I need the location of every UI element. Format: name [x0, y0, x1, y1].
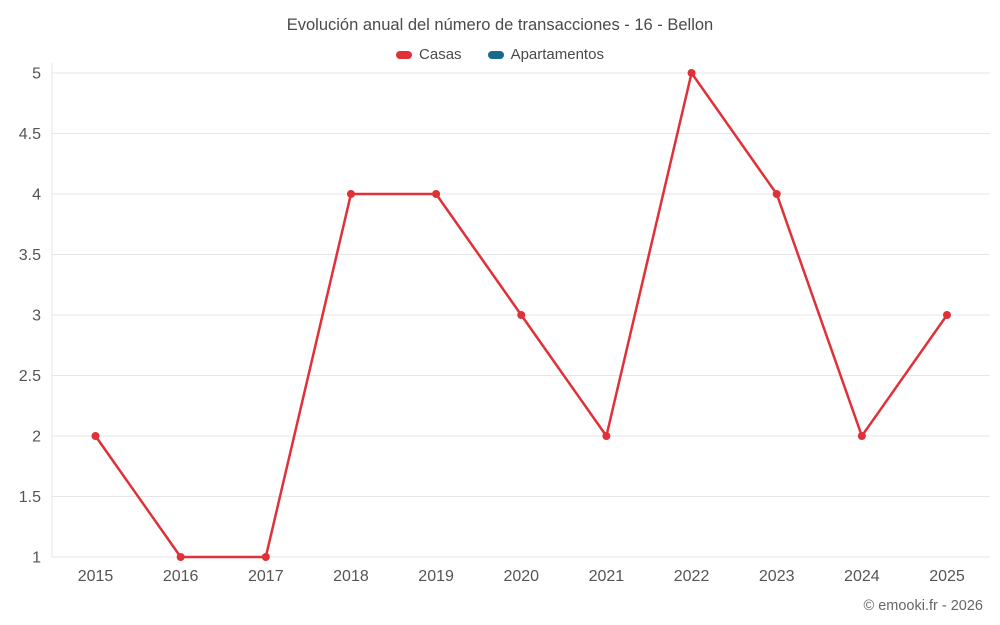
- series-marker-casas[interactable]: [857, 432, 866, 440]
- series-marker-casas[interactable]: [261, 553, 270, 561]
- y-tick-label: 4: [32, 187, 41, 204]
- y-tick-label: 1: [32, 550, 41, 567]
- series-marker-casas[interactable]: [517, 311, 526, 319]
- x-tick-label: 2019: [418, 568, 454, 585]
- series-marker-casas[interactable]: [176, 553, 185, 561]
- x-tick-label: 2025: [929, 568, 965, 585]
- legend-label: Apartamentos: [510, 46, 604, 63]
- legend-swatch: [396, 50, 413, 59]
- x-tick-label: 2017: [248, 568, 284, 585]
- series-marker-casas[interactable]: [772, 190, 781, 198]
- legend-swatch: [487, 50, 504, 59]
- x-tick-label: 2022: [674, 568, 710, 585]
- y-tick-label: 2.5: [19, 368, 41, 385]
- x-tick-label: 2018: [333, 568, 369, 585]
- x-tick-label: 2024: [844, 568, 880, 585]
- y-tick-label: 1.5: [19, 489, 41, 506]
- chart-credit: © emooki.fr - 2026: [863, 598, 983, 614]
- series-marker-casas[interactable]: [602, 432, 611, 440]
- y-tick-label: 2: [32, 429, 41, 446]
- series-marker-casas[interactable]: [346, 190, 355, 198]
- legend-item-apartamentos[interactable]: Apartamentos: [487, 46, 604, 63]
- y-tick-label: 4.5: [19, 126, 41, 143]
- series-marker-casas[interactable]: [943, 311, 951, 319]
- chart-legend: Casas Apartamentos: [0, 46, 1000, 63]
- x-tick-label: 2023: [759, 568, 795, 585]
- y-tick-label: 3: [32, 308, 41, 325]
- x-tick-label: 2020: [503, 568, 539, 585]
- x-tick-label: 2016: [163, 568, 199, 585]
- legend-label: Casas: [419, 46, 462, 63]
- chart-title: Evolución anual del número de transaccio…: [286, 16, 714, 34]
- y-tick-label: 5: [32, 66, 41, 83]
- x-tick-label: 2015: [78, 568, 114, 585]
- x-tick-label: 2021: [589, 568, 625, 585]
- y-tick-label: 3.5: [19, 247, 41, 264]
- legend-item-casas[interactable]: Casas: [396, 46, 462, 63]
- series-marker-casas[interactable]: [91, 432, 100, 440]
- series-marker-casas[interactable]: [432, 190, 441, 198]
- series-marker-casas[interactable]: [687, 69, 696, 77]
